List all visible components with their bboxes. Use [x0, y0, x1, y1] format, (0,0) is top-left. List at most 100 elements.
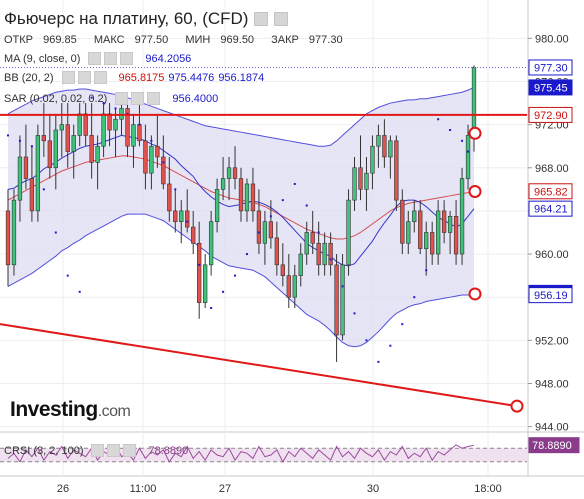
candle-body-down: [143, 140, 148, 174]
candle: [203, 254, 208, 308]
candle-body-up: [214, 189, 220, 222]
y-tick-label: 952.00: [535, 335, 569, 347]
candle-body-down: [23, 156, 29, 179]
candle: [436, 200, 441, 265]
settings-icon[interactable]: [254, 12, 269, 26]
sar-dot: [138, 123, 141, 126]
candle-body-down: [310, 232, 315, 244]
candle: [244, 178, 250, 222]
candle-body-up: [340, 264, 345, 336]
ohlc-open: ОТКР 969.85: [4, 34, 77, 46]
candle: [298, 243, 303, 287]
bb-legend[interactable]: BB (20, 2) 965.8175 975.4476 956.1874: [4, 71, 264, 84]
sar-dot: [186, 220, 189, 223]
price-label-text: 956.19: [534, 290, 568, 302]
sar-legend[interactable]: SAR (0.02, 0.02, 0.2) 956.4000: [4, 92, 218, 105]
bb-mid-value: 965.8175: [118, 71, 165, 84]
price-axis: 944.00948.00952.00956.00960.00964.00968.…: [528, 33, 573, 434]
settings-icon[interactable]: [131, 92, 145, 105]
sar-label: SAR (0.02, 0.02, 0.2): [4, 92, 108, 105]
price-label-text: 977.30: [534, 62, 568, 74]
candle: [41, 103, 46, 157]
price-label-text: 965.82: [534, 186, 568, 198]
sar-dot: [162, 161, 165, 164]
candle-body-down: [47, 140, 52, 169]
price-label-text: 975.45: [534, 82, 568, 94]
y-tick-label: 968.00: [535, 163, 569, 175]
close-icon[interactable]: [93, 71, 107, 84]
candle: [412, 200, 417, 233]
candle-body-down: [274, 237, 279, 266]
candle-body-down: [155, 145, 160, 158]
ma-value: 964.2056: [145, 52, 192, 65]
circle-marker: [468, 126, 482, 140]
candle: [17, 135, 23, 222]
sar-dot: [449, 129, 452, 132]
dropdown-icon[interactable]: [115, 92, 129, 105]
candle-body-down: [125, 108, 130, 147]
candle-body-up: [292, 275, 297, 298]
sar-dot: [90, 96, 93, 99]
candle: [65, 103, 70, 168]
ma-legend[interactable]: MA (9, close, 0) 964.2056: [4, 52, 191, 65]
x-tick-label: 11:00: [130, 483, 157, 495]
candle: [256, 189, 262, 255]
candle: [364, 156, 369, 211]
settings-icon[interactable]: [77, 71, 91, 84]
bb-label: BB (20, 2): [4, 71, 54, 84]
crsi-price-label: 78.8890: [528, 437, 580, 454]
price-label: 956.19: [528, 287, 573, 304]
candle: [238, 167, 244, 222]
dropdown-icon[interactable]: [91, 444, 105, 457]
candle-body-down: [41, 135, 46, 142]
candle-body-up: [436, 210, 441, 255]
sar-dot: [467, 150, 470, 153]
sar-dot: [102, 102, 105, 105]
sar-dot: [7, 134, 9, 137]
sar-dot: [257, 231, 260, 234]
price-label: 965.82: [528, 183, 573, 200]
dropdown-icon[interactable]: [61, 71, 75, 84]
sar-dot: [150, 139, 153, 142]
candle: [119, 103, 124, 136]
close-icon[interactable]: [147, 92, 161, 105]
sar-dot: [222, 290, 225, 293]
crsi-value: 78.8890: [148, 444, 189, 457]
candle-body-down: [280, 264, 285, 276]
close-icon[interactable]: [120, 52, 134, 65]
candle-body-down: [453, 216, 459, 255]
candle: [131, 113, 136, 168]
price-label-box: [528, 287, 573, 304]
candle: [11, 189, 17, 276]
candle: [447, 210, 453, 255]
candle-body-down: [65, 124, 70, 152]
candle: [47, 113, 52, 179]
sar-dot: [293, 182, 296, 185]
candle-body-down: [29, 178, 35, 212]
sar-dot: [126, 112, 129, 115]
candle-body-down: [107, 113, 112, 131]
gear-icon[interactable]: [274, 12, 289, 26]
sar-dot: [401, 323, 404, 326]
candle: [220, 156, 226, 201]
candle: [262, 210, 268, 265]
candle-body-up: [262, 221, 268, 244]
candle-body-up: [244, 183, 250, 212]
settings-icon[interactable]: [107, 444, 121, 457]
candle-body-down: [358, 167, 363, 190]
candle: [35, 124, 41, 222]
sar-dot: [18, 139, 21, 142]
sar-dot: [198, 263, 201, 266]
candle-body-down: [256, 210, 262, 244]
close-icon[interactable]: [123, 444, 137, 457]
candle: [406, 210, 411, 255]
settings-icon[interactable]: [104, 52, 118, 65]
sar-dot: [353, 312, 356, 315]
sar-dot: [437, 118, 440, 121]
candle-body-down: [197, 242, 202, 303]
candle-body-down: [334, 264, 339, 336]
crsi-legend[interactable]: CRSI (3, 2, 100) 78.8890: [4, 444, 188, 457]
sar-dot: [365, 339, 368, 342]
dropdown-icon[interactable]: [88, 52, 102, 65]
